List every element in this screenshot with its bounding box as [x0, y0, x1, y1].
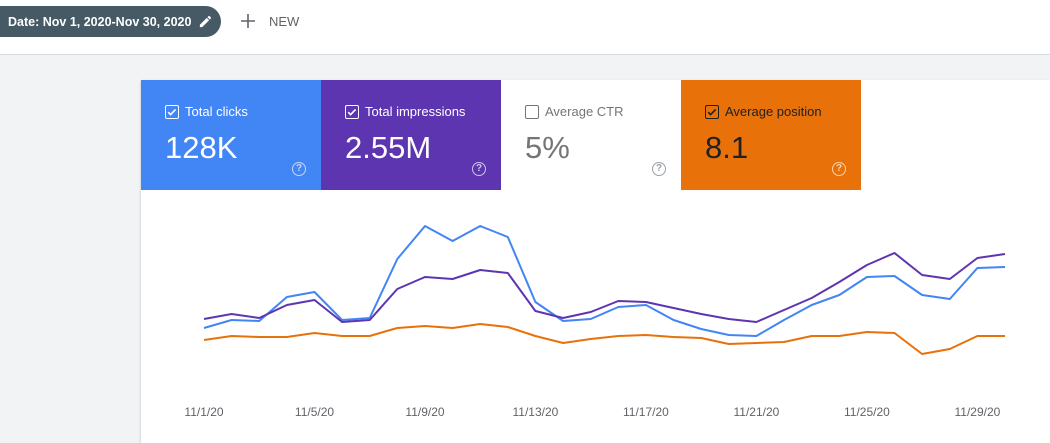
metric-label-average-ctr: Average CTR [545, 104, 624, 119]
metric-label-average-position: Average position [725, 104, 822, 119]
checkbox-total-impressions[interactable] [345, 105, 359, 119]
top-toolbar: Date: Nov 1, 2020-Nov 30, 2020 NEW [0, 0, 1050, 55]
new-filter-label: NEW [269, 13, 300, 29]
plus-icon [241, 14, 255, 28]
x-tick-label: 11/17/20 [623, 405, 669, 419]
help-icon[interactable]: ? [292, 162, 306, 176]
performance-card: Total clicks 128K ? Total impressions 2.… [141, 80, 1050, 443]
check-icon [347, 108, 357, 116]
series-line-total-impressions[interactable] [203, 252, 1006, 323]
metric-value-average-ctr: 5% [525, 130, 570, 165]
metric-card-average-position[interactable]: Average position 8.1 ? [681, 80, 861, 190]
date-filter-label: Date: Nov 1, 2020-Nov 30, 2020 [8, 14, 192, 29]
metric-label-total-clicks: Total clicks [185, 104, 248, 119]
metric-card-total-clicks[interactable]: Total clicks 128K ? [141, 80, 321, 190]
x-tick-label: 11/25/20 [844, 405, 890, 419]
new-filter-button[interactable]: NEW [240, 10, 299, 32]
metric-card-average-ctr[interactable]: Average CTR 5% ? [501, 80, 681, 190]
date-filter-chip[interactable]: Date: Nov 1, 2020-Nov 30, 2020 [0, 6, 221, 37]
pencil-icon[interactable] [198, 14, 213, 29]
x-tick-label: 11/1/20 [184, 405, 223, 419]
series-line-average-position[interactable] [203, 323, 1005, 355]
help-icon[interactable]: ? [652, 162, 666, 176]
performance-line-chart[interactable]: 11/1/20 11/5/20 11/9/20 11/13/20 11/17/20 11/… [141, 80, 1050, 443]
x-tick-label: 11/13/20 [512, 405, 558, 419]
x-tick-label: 11/29/20 [954, 405, 1000, 419]
x-tick-label: 11/21/20 [733, 405, 779, 419]
x-tick-label: 11/9/20 [405, 405, 444, 419]
metric-card-total-impressions[interactable]: Total impressions 2.55M ? [321, 80, 501, 190]
metric-value-total-clicks: 128K [165, 130, 238, 165]
metric-label-total-impressions: Total impressions [365, 104, 466, 119]
check-icon [167, 108, 177, 116]
help-icon[interactable]: ? [472, 162, 486, 176]
checkbox-average-position[interactable] [705, 105, 719, 119]
checkbox-average-ctr[interactable] [525, 105, 539, 119]
checkbox-total-clicks[interactable] [165, 105, 179, 119]
metric-value-total-impressions: 2.55M [345, 130, 432, 165]
help-icon[interactable]: ? [832, 162, 846, 176]
check-icon [707, 108, 717, 116]
series-line-total-clicks[interactable] [203, 225, 1006, 337]
x-tick-label: 11/5/20 [295, 405, 334, 419]
metric-value-average-position: 8.1 [705, 130, 749, 165]
